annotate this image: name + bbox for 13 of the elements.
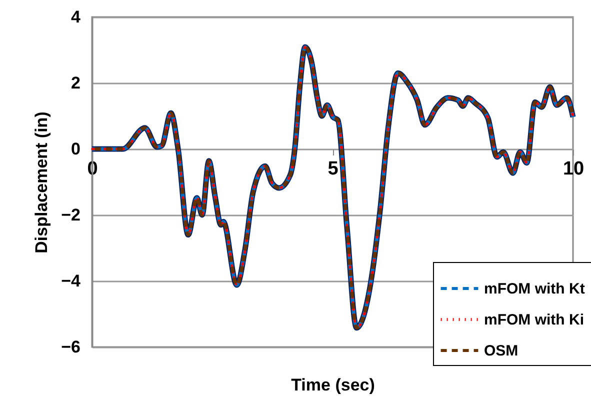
y-tick-label: 2 [71,74,80,92]
y-tick-label: 4 [71,8,82,26]
legend-label: OSM [484,342,518,360]
legend-label: mFOM with Kt [484,280,585,298]
y-tick-label: 0 [71,140,80,158]
x-tick-label: 5 [328,158,339,180]
x-tick-label: 10 [562,158,584,180]
y-tick-label: −6 [61,338,80,356]
y-axis-title: Displacement (in) [32,112,52,254]
legend-label: mFOM with Ki [484,312,584,328]
y-tick-label: −2 [61,206,80,224]
x-axis-title: Time (sec) [291,376,375,394]
y-tick-label: −4 [61,272,82,290]
